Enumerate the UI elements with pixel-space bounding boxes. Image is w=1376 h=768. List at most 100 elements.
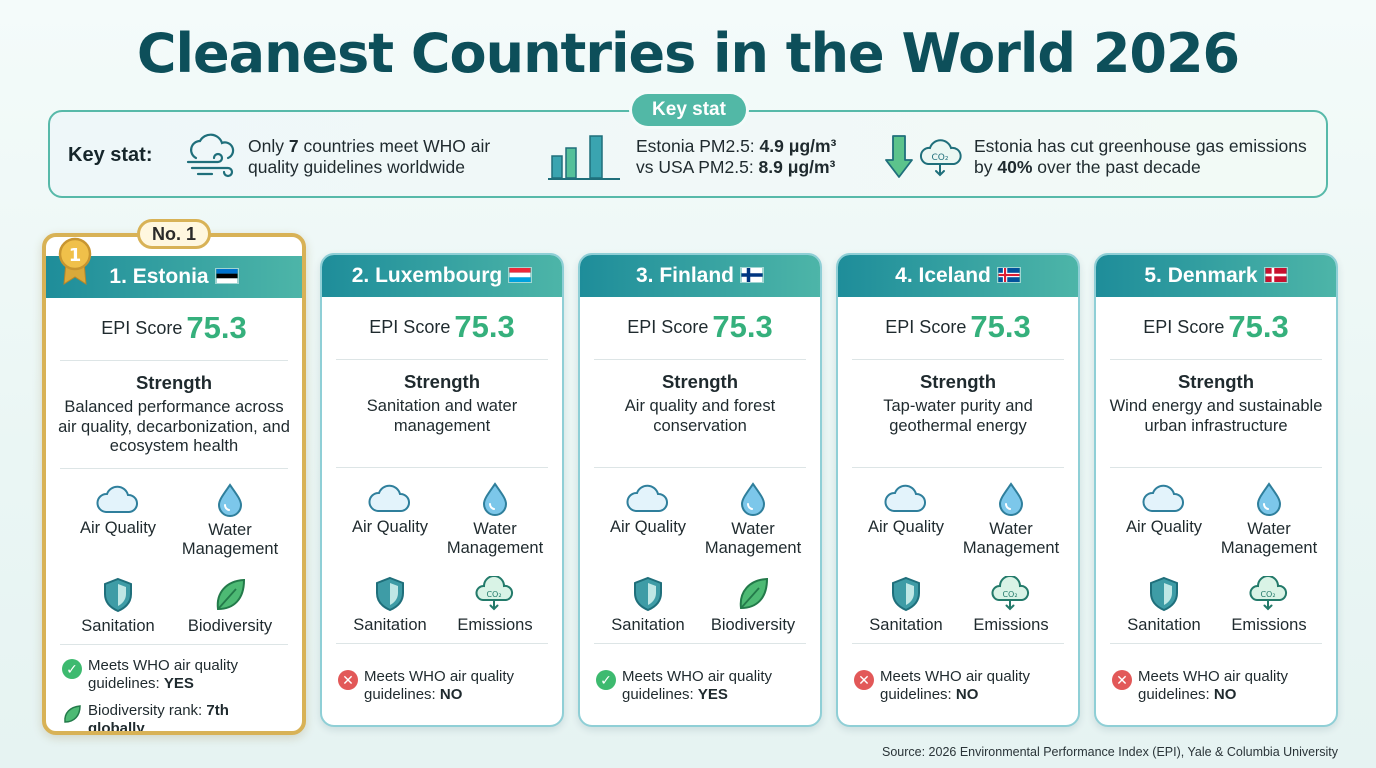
medal-icon: 1 (58, 237, 92, 285)
water-drop-icon (217, 483, 243, 517)
shield-icon (892, 576, 920, 612)
flag-denmark-icon (1263, 267, 1288, 283)
feature-water-management: Water Management (951, 482, 1071, 558)
divider (336, 643, 548, 644)
shield-icon (1150, 576, 1178, 612)
feature-grid: Air Quality Water Management Sanitation CO₂… (838, 468, 1078, 643)
shield-icon (634, 576, 662, 612)
feature-sanitation: Sanitation (58, 577, 178, 636)
divider (1110, 643, 1322, 644)
feature-water-management: Water Management (693, 482, 813, 558)
feature-label: Water Management (446, 520, 544, 557)
epi-score: EPI Score 75.3 (101, 310, 247, 345)
leaf-icon (739, 577, 769, 610)
key-stat-pill: Key stat (632, 94, 746, 126)
strength-text: Tap-water purity and geothermal energy (883, 397, 1033, 435)
feature-label: Sanitation (869, 616, 943, 634)
cloud-icon (884, 484, 926, 512)
water-drop-icon (740, 482, 766, 516)
flag-iceland-icon (996, 267, 1021, 283)
feature-grid: Air Quality Water Management Sanitation Bio… (580, 468, 820, 643)
feature-label: Air Quality (79, 519, 157, 537)
cloud-icon (368, 484, 410, 512)
epi-value: 75.3 (186, 310, 247, 345)
svg-text:1: 1 (69, 245, 82, 266)
feature-label: Sanitation (81, 617, 155, 635)
epi-score: EPI Score 75.3 (369, 309, 515, 344)
who-guideline-note: ✓ Meets WHO air quality guidelines: YES (62, 657, 288, 693)
co2-cloud-icon: CO₂ (475, 576, 514, 611)
arrow-down-icon (885, 135, 913, 178)
feature-label: Water Management (962, 520, 1060, 557)
key-stat-3: Estonia has cut greenhouse gas emissions… (974, 136, 1307, 177)
feature-water-management: Water Management (1209, 482, 1329, 558)
strength-text: Balanced performance across air quality,… (58, 398, 290, 455)
feature-air-quality: Air Quality (588, 482, 708, 537)
who-guideline-note: ✓ Meets WHO air quality guidelines: YES (596, 668, 806, 704)
check-icon: ✓ (596, 670, 616, 690)
rank-badge: No. 1 (137, 219, 211, 249)
divider (336, 359, 548, 360)
country-card: 3. Finland EPI Score 75.3 Strength Air qu… (578, 253, 822, 727)
card-header: 5. Denmark (1096, 255, 1336, 297)
epi-value: 75.3 (970, 309, 1031, 344)
feature-sanitation: Sanitation (846, 576, 966, 635)
feature-grid: Air Quality Water Management Sanitation CO₂… (1096, 468, 1336, 643)
epi-score: EPI Score 75.3 (1143, 309, 1289, 344)
feature-air-quality: Air Quality (58, 483, 178, 538)
source-note: Source: 2026 Environmental Performance I… (882, 745, 1338, 759)
key-stat-label: Key stat: (68, 144, 153, 166)
co2-cloud-icon: CO₂ (1249, 576, 1288, 611)
divider (60, 468, 288, 469)
water-drop-icon (482, 482, 508, 516)
divider (852, 643, 1064, 644)
key-stat-1: Only 7 countries meet WHO air quality gu… (248, 136, 491, 177)
feature-label: Biodiversity (710, 616, 796, 634)
card-notes: ✕ Meets WHO air quality guidelines: NO (322, 644, 562, 704)
divider (852, 359, 1064, 360)
cloud-icon (96, 485, 138, 513)
epi-score: EPI Score 75.3 (885, 309, 1031, 344)
country-name: 2. Luxembourg (351, 264, 503, 287)
feature-label: Air Quality (609, 518, 687, 536)
biodiversity-rank-note: Biodiversity rank: 7th globally (62, 702, 288, 731)
feature-label: Air Quality (351, 518, 429, 536)
card-notes: ✓ Meets WHO air quality guidelines: YES (580, 644, 820, 704)
feature-label: Emissions (457, 616, 533, 634)
cloud-icon (626, 484, 668, 512)
feature-air-quality: Air Quality (1104, 482, 1224, 537)
feature-sanitation: Sanitation (1104, 576, 1224, 635)
feature-emissions: CO₂ Emissions (435, 576, 555, 635)
svg-text:CO₂: CO₂ (932, 153, 949, 163)
feature-label: Sanitation (353, 616, 427, 634)
divider (594, 467, 806, 468)
cross-icon: ✕ (338, 670, 358, 690)
country-card: 5. Denmark EPI Score 75.3 Strength Wind e… (1094, 253, 1338, 727)
svg-text:CO₂: CO₂ (486, 590, 501, 599)
cloud-icon (1142, 484, 1184, 512)
epi-value: 75.3 (1228, 309, 1289, 344)
feature-label: Air Quality (1125, 518, 1203, 536)
strength-text: Sanitation and water management (366, 397, 518, 435)
divider (594, 359, 806, 360)
strength-text: Wind energy and sustainable urban infras… (1109, 397, 1323, 435)
feature-biodiversity: Biodiversity (693, 576, 813, 635)
water-drop-icon (998, 482, 1024, 516)
svg-text:CO₂: CO₂ (1002, 590, 1017, 599)
key-stat-2: Estonia PM2.5: 4.9 μg/m³ vs USA PM2.5: 8… (636, 136, 837, 177)
feature-air-quality: Air Quality (846, 482, 966, 537)
strength-heading: Strength (919, 371, 997, 392)
flag-luxembourg-icon (508, 267, 533, 283)
feature-label: Water Management (704, 520, 802, 557)
feature-biodiversity: Biodiversity (170, 577, 290, 636)
epi-value: 75.3 (454, 309, 515, 344)
svg-text:CO₂: CO₂ (1260, 590, 1275, 599)
strength-text: Air quality and forest conservation (624, 397, 776, 435)
who-guideline-note: ✕ Meets WHO air quality guidelines: NO (1112, 668, 1322, 704)
divider (1110, 359, 1322, 360)
country-name: 5. Denmark (1144, 264, 1258, 287)
feature-sanitation: Sanitation (588, 576, 708, 635)
epi-score: EPI Score 75.3 (627, 309, 773, 344)
feature-label: Biodiversity (187, 617, 273, 635)
leaf-icon (64, 705, 81, 723)
